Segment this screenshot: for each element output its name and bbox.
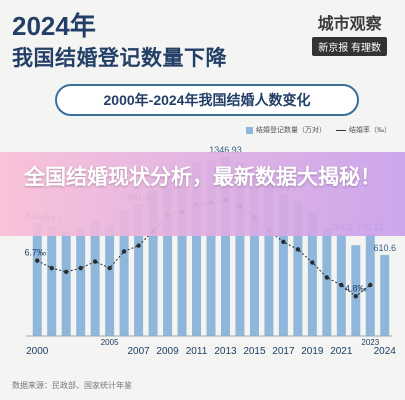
- rate-point-2017: [281, 239, 286, 245]
- bar-2003: [76, 228, 86, 336]
- bar-2002: [61, 231, 71, 336]
- brand-name: 城市观察: [317, 14, 382, 33]
- bar-2013: [220, 157, 230, 336]
- rate-point-2005: [107, 265, 112, 271]
- rate-point-2006: [121, 249, 127, 254]
- data-source: 数据来源：民政部、国家统计年鉴: [12, 381, 132, 390]
- bar-2001: [47, 226, 57, 336]
- chart-title: 2000年-2024年我国结婚人数变化: [55, 84, 359, 116]
- data-label-8: 6.7‰: [24, 248, 46, 258]
- bar-2005: [105, 226, 115, 336]
- x-tick-2000: 2000: [26, 346, 49, 357]
- bar-2010: [177, 171, 187, 336]
- overlay-headline: 全国结婚现状分析，最新数据大揭秘！: [24, 166, 381, 189]
- bar-2022: [351, 245, 361, 336]
- bar-2017: [278, 194, 288, 336]
- bar-2020: [322, 227, 332, 336]
- rate-point-2000: [35, 258, 40, 263]
- bar-2016: [264, 184, 274, 336]
- bar-2019: [307, 212, 317, 336]
- legend-bar-label: 结婚登记数量（万对）: [256, 127, 326, 134]
- rate-point-2020: [324, 275, 330, 280]
- rate-point-2018: [295, 247, 301, 252]
- data-label-9: 4.8‰: [345, 283, 367, 293]
- rate-point-2002: [63, 269, 69, 275]
- bar-2018: [293, 201, 303, 336]
- brand: 城市观察 新京报 有理数: [312, 10, 387, 56]
- rate-line: [36, 199, 371, 297]
- rate-point-2021: [339, 282, 344, 288]
- rate-point-2001: [49, 265, 54, 271]
- x-tick-2021: 2021: [330, 346, 353, 357]
- page-title: 我国结婚登记数量下降: [12, 47, 227, 70]
- x-tick-2009: 2009: [156, 346, 179, 357]
- legend-line-label: 结婚率（‰）: [349, 127, 391, 134]
- header-year: 2024年: [12, 11, 96, 41]
- bar-2007: [134, 204, 144, 336]
- bar-2004: [90, 220, 100, 336]
- legend-line-swatch: [336, 130, 346, 131]
- data-label-3: 1346.93: [209, 145, 242, 155]
- bar-2012: [206, 160, 216, 336]
- bar-2009: [163, 174, 173, 336]
- bar-2008: [148, 190, 158, 336]
- x-tick-2019: 2019: [301, 346, 324, 357]
- legend-bar-swatch: [246, 127, 253, 134]
- promo-overlay: 全国结婚现状分析，最新数据大揭秘！: [0, 152, 405, 236]
- x-tick-2011: 2011: [186, 346, 208, 357]
- x-tick-2007: 2007: [127, 346, 150, 357]
- bar-2000: [32, 223, 42, 336]
- x-tick-2005: 2005: [101, 338, 119, 347]
- x-tick-2023: 2023: [361, 338, 379, 347]
- rate-point-2023: [368, 282, 373, 288]
- bar-2015: [249, 173, 259, 336]
- rate-point-2007: [136, 243, 141, 248]
- x-tick-2015: 2015: [243, 346, 266, 357]
- x-tick-2017: 2017: [272, 346, 295, 357]
- rate-point-2022: [353, 294, 358, 299]
- x-tick-2024: 2024: [374, 346, 397, 357]
- x-tick-2013: 2013: [214, 346, 237, 357]
- rate-point-2019: [310, 260, 315, 265]
- rate-point-2004: [92, 259, 98, 264]
- bar-2006: [119, 210, 129, 336]
- data-label-7: 610.6: [373, 243, 396, 253]
- brand-logo: 新京报 有理数: [312, 37, 387, 56]
- bar-2011: [192, 162, 202, 336]
- bar-2014: [235, 162, 245, 336]
- bar-2024: [380, 254, 390, 336]
- rate-point-2003: [78, 265, 83, 271]
